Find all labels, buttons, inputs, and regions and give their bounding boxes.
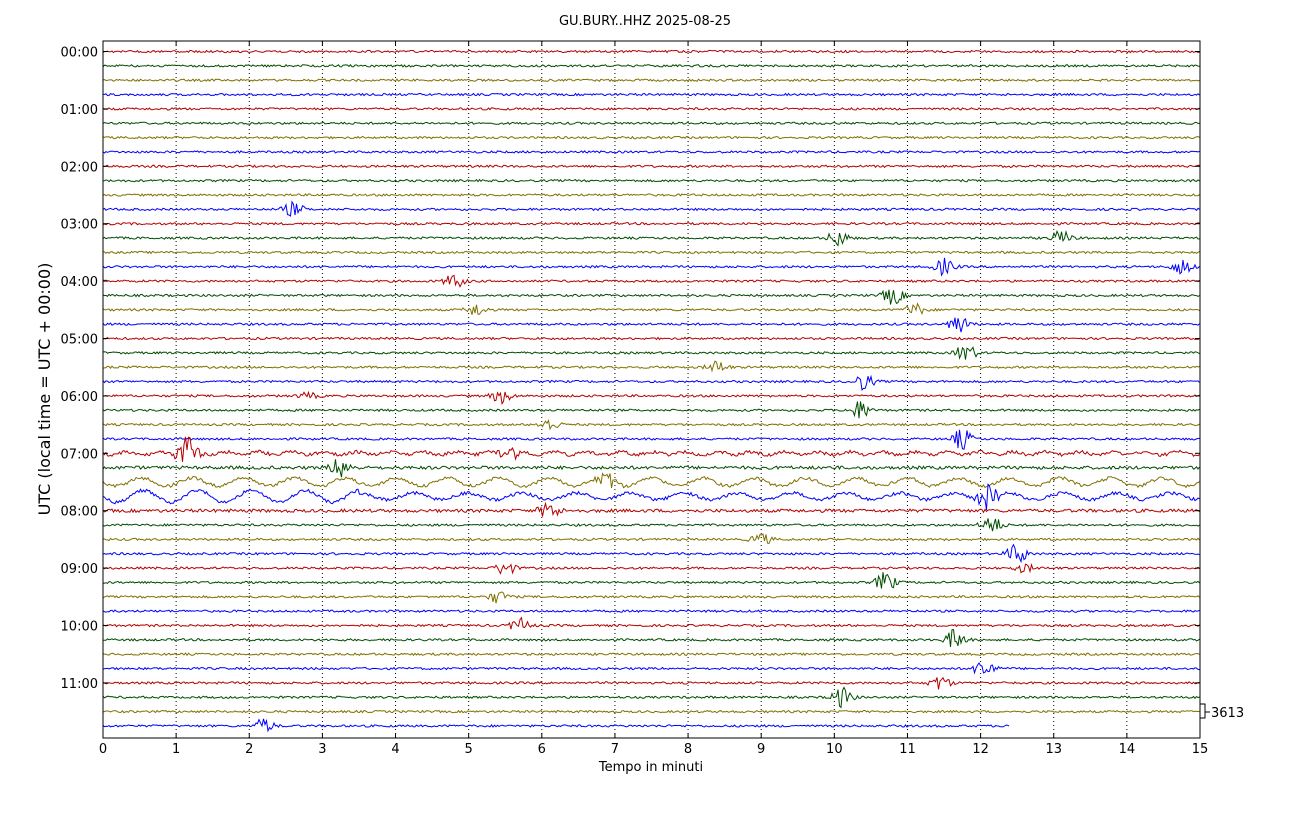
trace-line	[102, 518, 1200, 532]
trace-line	[102, 336, 1200, 341]
trace-line	[102, 250, 1200, 255]
trace-line	[102, 302, 1200, 315]
trace-line	[102, 135, 1200, 140]
trace-line	[102, 609, 1200, 613]
scale-label: 3613	[1211, 706, 1244, 721]
trace-line	[102, 533, 1200, 544]
amplitude-scale: 3613	[1200, 703, 1244, 721]
trace-line	[102, 121, 1200, 126]
trace-line	[102, 616, 1200, 630]
y-tick-label: 09:00	[61, 562, 98, 577]
trace-lines	[102, 49, 1200, 733]
trace-line	[102, 193, 1200, 197]
y-tick-label: 01:00	[61, 103, 98, 118]
trace-line	[102, 483, 1200, 511]
x-tick-label: 6	[538, 742, 546, 757]
trace-line	[102, 229, 1200, 247]
scale-bracket	[1200, 703, 1206, 719]
x-tick-label: 8	[684, 742, 692, 757]
grid-lines	[175, 41, 1128, 738]
y-tick-label: 07:00	[61, 447, 98, 462]
trace-line	[102, 178, 1200, 183]
trace-line	[102, 718, 1010, 733]
x-tick-label: 7	[611, 742, 619, 757]
x-tick-label: 4	[391, 742, 399, 757]
x-tick-label: 13	[1045, 742, 1062, 757]
x-tick-label: 9	[757, 742, 765, 757]
trace-line	[102, 107, 1200, 111]
trace-line	[102, 317, 1200, 333]
trace-line	[102, 501, 1200, 517]
trace-line	[102, 221, 1200, 226]
trace-line	[102, 78, 1200, 83]
y-axis-ticks: 00:00 01:00 02:00 03:00 04:00 05:00 06:00 07:00…	[61, 46, 1200, 692]
trace-line	[102, 63, 1200, 68]
y-tick-label: 03:00	[61, 218, 98, 233]
trace-line	[102, 591, 1200, 604]
chart-title: GU.BURY..HHZ 2025-08-25	[559, 14, 731, 29]
x-tick-label: 10	[826, 742, 843, 757]
trace-line	[102, 92, 1200, 97]
trace-line	[102, 472, 1200, 489]
x-axis-ticks: 0 1 2 3 4 5 6 7 8 9 10 11 12 13 14 15	[99, 41, 1208, 757]
y-tick-label: 04:00	[61, 275, 98, 290]
x-tick-label: 11	[899, 742, 916, 757]
x-tick-label: 15	[1192, 742, 1209, 757]
trace-line	[102, 662, 1200, 675]
trace-line	[102, 346, 1200, 360]
x-axis-label: Tempo in minuti	[598, 760, 703, 775]
trace-line	[102, 572, 1200, 589]
trace-line	[102, 436, 1200, 462]
y-tick-label: 08:00	[61, 505, 98, 520]
trace-line	[102, 419, 1200, 431]
x-tick-label: 12	[972, 742, 989, 757]
trace-line	[102, 49, 1200, 54]
trace-line	[102, 562, 1200, 575]
trace-line	[102, 200, 1200, 217]
x-tick-label: 2	[245, 742, 253, 757]
trace-line	[102, 543, 1200, 564]
x-tick-label: 5	[465, 742, 473, 757]
trace-line	[102, 676, 1200, 690]
trace-line	[102, 390, 1200, 405]
trace-line	[102, 401, 1200, 419]
trace-line	[102, 360, 1200, 373]
trace-line	[102, 628, 1200, 648]
y-tick-label: 00:00	[61, 46, 98, 61]
x-tick-label: 14	[1119, 742, 1136, 757]
plot-frame	[102, 40, 1201, 739]
y-tick-label: 06:00	[61, 390, 98, 405]
trace-line	[102, 164, 1200, 169]
y-axis-label: UTC (local time = UTC + 00:00)	[35, 263, 54, 516]
x-tick-label: 1	[172, 742, 180, 757]
trace-line	[102, 709, 1200, 714]
y-tick-label: 02:00	[61, 160, 98, 175]
trace-line	[102, 150, 1200, 154]
trace-line	[102, 459, 1200, 478]
trace-line	[102, 257, 1200, 277]
trace-line	[102, 686, 1200, 709]
x-tick-label: 0	[99, 742, 107, 757]
x-tick-label: 3	[318, 742, 326, 757]
trace-line	[102, 374, 1200, 392]
trace-line	[102, 274, 1200, 288]
y-tick-label: 11:00	[61, 677, 98, 692]
trace-line	[102, 289, 1200, 305]
y-tick-label: 10:00	[61, 620, 98, 635]
trace-line	[102, 429, 1200, 450]
trace-line	[102, 652, 1200, 657]
y-tick-label: 05:00	[61, 333, 98, 348]
